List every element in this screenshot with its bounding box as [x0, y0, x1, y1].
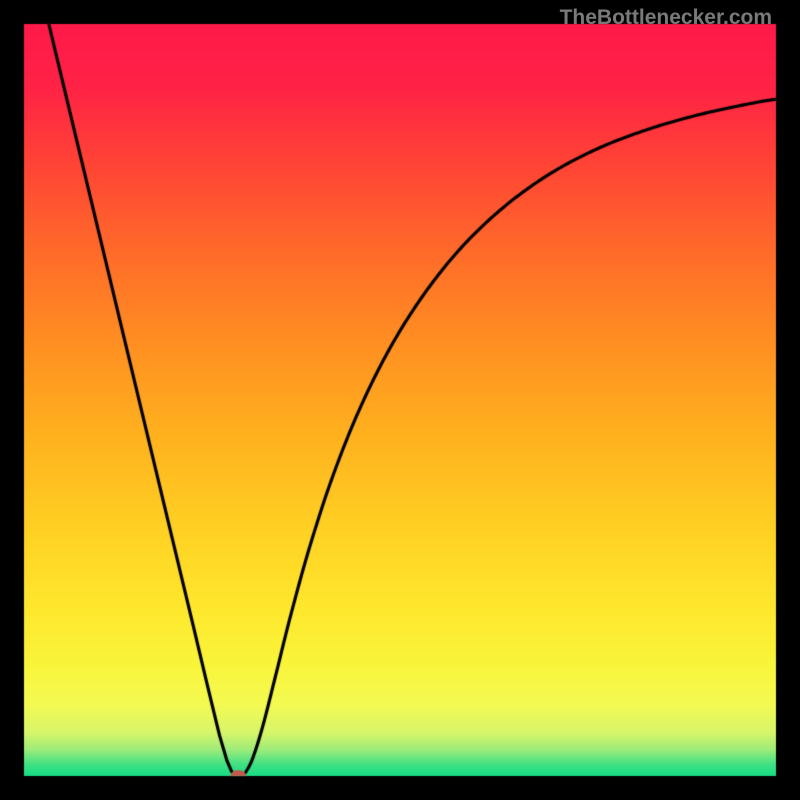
bottleneck-curve-canvas: [0, 0, 800, 800]
chart-stage: TheBottlenecker.com: [0, 0, 800, 800]
watermark-text: TheBottlenecker.com: [560, 6, 772, 30]
